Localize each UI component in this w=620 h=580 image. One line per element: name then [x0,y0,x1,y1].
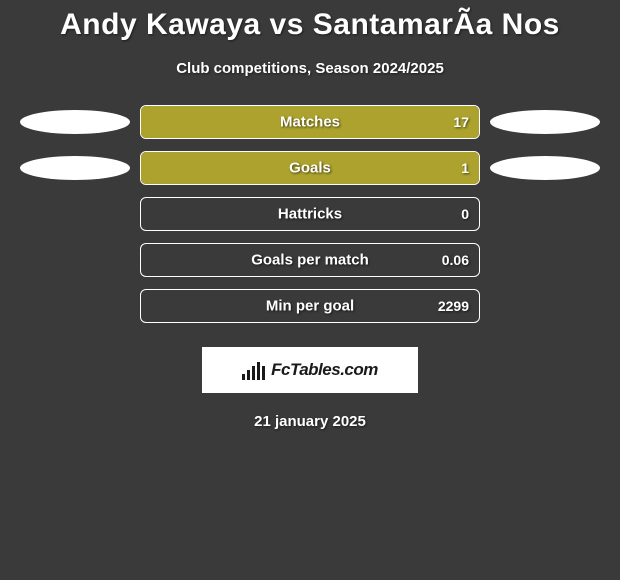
logo-bars-icon [242,360,265,380]
stat-value: 0.06 [442,252,469,268]
stat-row: Hattricks 0 [0,197,620,231]
right-ellipse [490,248,600,272]
stat-value: 1 [461,160,469,176]
stat-bar: Goals per match 0.06 [140,243,480,277]
right-ellipse [490,110,600,134]
stat-value: 0 [461,206,469,222]
left-ellipse [20,248,130,272]
stat-row: Min per goal 2299 [0,289,620,323]
stat-label: Goals per match [251,252,369,269]
stat-row: Matches 17 [0,105,620,139]
stat-bar: Goals 1 [140,151,480,185]
left-ellipse [20,202,130,226]
stat-value: 2299 [438,298,469,314]
page-title: Andy Kawaya vs SantamarÃa Nos [0,8,620,42]
stat-value: 17 [453,114,469,130]
stat-label: Goals [289,160,331,177]
stat-bar: Min per goal 2299 [140,289,480,323]
left-ellipse [20,294,130,318]
bar-fill-right [310,152,479,184]
stat-label: Matches [280,114,340,131]
stat-row: Goals per match 0.06 [0,243,620,277]
comparison-card: Andy Kawaya vs SantamarÃa Nos Club compe… [0,0,620,430]
bar-fill-left [141,152,310,184]
stat-label: Hattricks [278,206,342,223]
logo-box: FcTables.com [202,347,418,393]
left-ellipse [20,110,130,134]
stat-label: Min per goal [266,298,354,315]
left-ellipse [20,156,130,180]
logo-text: FcTables.com [271,360,378,380]
stat-bar: Hattricks 0 [140,197,480,231]
right-ellipse [490,156,600,180]
right-ellipse [490,202,600,226]
stat-row: Goals 1 [0,151,620,185]
stats-list: Matches 17 Goals 1 Hattricks 0 Goals per match… [0,105,620,323]
stat-bar: Matches 17 [140,105,480,139]
subtitle: Club competitions, Season 2024/2025 [0,60,620,77]
right-ellipse [490,294,600,318]
date-label: 21 january 2025 [0,413,620,430]
